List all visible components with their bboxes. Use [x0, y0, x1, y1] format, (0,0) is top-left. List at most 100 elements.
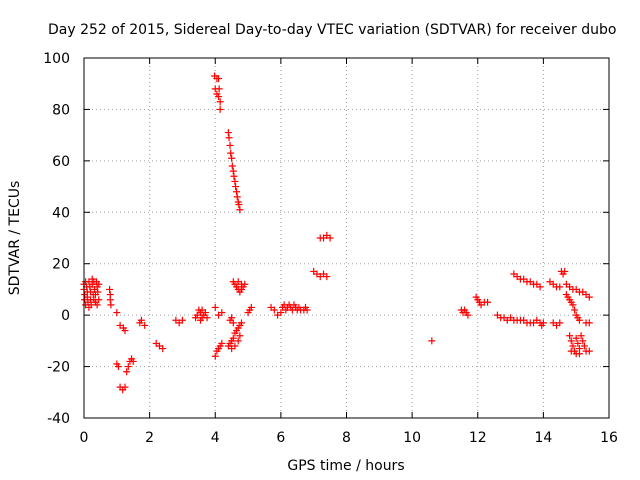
data-point [561, 267, 569, 275]
data-point [231, 177, 239, 185]
data-point [579, 337, 587, 345]
x-tick-label: 6 [276, 430, 285, 446]
data-point [572, 334, 580, 342]
data-point [574, 339, 582, 347]
data-point [566, 332, 574, 340]
y-tick-label: 60 [52, 154, 70, 170]
chart-title: Day 252 of 2015, Sidereal Day-to-day VTE… [48, 22, 616, 38]
y-axis-label: SDTVAR / TECUs [7, 181, 23, 296]
data-point [226, 141, 234, 149]
y-tick-label: -20 [47, 360, 70, 376]
data-point [247, 303, 255, 311]
data-point [585, 347, 593, 355]
data-point [228, 314, 236, 322]
data-point [303, 306, 311, 314]
data-point [87, 301, 95, 309]
data-point [124, 363, 132, 371]
data-point [129, 357, 137, 365]
data-point [228, 154, 236, 162]
x-tick-label: 14 [534, 430, 552, 446]
data-point [567, 347, 575, 355]
data-point [575, 316, 583, 324]
plot-frame [83, 57, 610, 419]
data-point [224, 129, 232, 137]
data-point [228, 162, 236, 170]
y-tick-label: 20 [52, 257, 70, 273]
data-point [580, 342, 588, 350]
data-point [137, 316, 145, 324]
x-tick-label: 12 [469, 430, 487, 446]
data-point [238, 319, 245, 327]
data-point [141, 321, 149, 329]
data-point [218, 339, 226, 347]
data-point [203, 314, 211, 322]
data-point [215, 85, 223, 93]
data-point [94, 288, 102, 296]
x-tick-label: 10 [403, 430, 421, 446]
data-point [277, 309, 285, 317]
data-point [232, 183, 240, 191]
data-point [233, 193, 241, 201]
data-point [235, 201, 243, 209]
data-point [113, 309, 121, 317]
data-point [569, 342, 577, 350]
data-point [196, 316, 204, 324]
data-point [121, 327, 129, 335]
x-tick-label: 16 [600, 430, 618, 446]
data-point [121, 383, 129, 391]
data-point [556, 283, 564, 291]
data-point [211, 303, 219, 311]
data-point [484, 298, 492, 306]
data-point [107, 301, 115, 309]
grid-lines [84, 58, 609, 418]
data-point [227, 149, 235, 157]
x-axis-label: GPS time / hours [287, 458, 404, 474]
data-point [229, 334, 237, 342]
data-point [95, 280, 103, 288]
x-tick-label: 8 [342, 430, 351, 446]
data-point [95, 296, 103, 304]
x-tick-label: 2 [145, 430, 154, 446]
y-tick-label: 0 [61, 308, 70, 324]
data-point [225, 134, 233, 142]
data-point [539, 319, 547, 327]
data-point [234, 337, 242, 345]
data-point [326, 234, 334, 242]
data-point [106, 285, 114, 293]
data-point [215, 75, 223, 83]
data-point [238, 280, 245, 288]
data-point [178, 316, 186, 324]
data-point [323, 273, 331, 281]
data-point [464, 311, 472, 319]
data-point [585, 319, 593, 327]
data-point [577, 332, 585, 340]
y-tick-label: 80 [52, 102, 70, 118]
data-point [230, 172, 238, 180]
data-point [159, 345, 167, 353]
data-point [216, 98, 224, 106]
data-point [567, 337, 575, 345]
data-point [536, 283, 544, 291]
y-tick-label: -40 [47, 411, 70, 427]
y-tick-label: 100 [43, 51, 70, 67]
data-point [215, 93, 223, 101]
data-point [114, 363, 122, 371]
data-point [270, 306, 278, 314]
data-point [236, 206, 244, 214]
data-points [80, 72, 593, 394]
x-tick-label: 0 [80, 430, 89, 446]
x-tick-label: 4 [211, 430, 220, 446]
y-tick-label: 40 [52, 205, 70, 221]
data-point [106, 296, 114, 304]
data-point [233, 188, 241, 196]
data-point [231, 342, 239, 350]
data-point [585, 293, 593, 301]
data-point [211, 352, 219, 360]
data-point [569, 301, 577, 309]
data-point [218, 309, 226, 317]
data-point [575, 350, 583, 358]
data-point [93, 301, 101, 309]
data-point [123, 368, 131, 376]
data-point [236, 332, 244, 340]
